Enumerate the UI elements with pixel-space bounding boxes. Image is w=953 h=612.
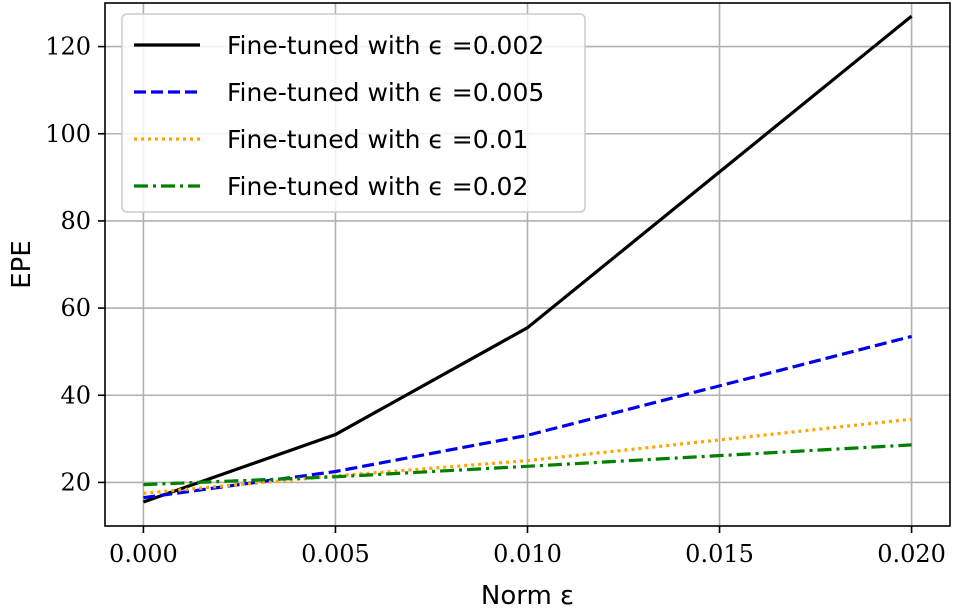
y-tick-label: 60 [60, 294, 91, 322]
y-tick-label: 100 [45, 120, 91, 148]
legend-entry-4: Fine-tuned with ϵ =0.02 [227, 172, 528, 201]
legend: Fine-tuned with ϵ =0.002 Fine-tuned with … [121, 13, 586, 213]
y-tick-label: 80 [60, 207, 91, 235]
y-tick-label: 20 [60, 468, 91, 496]
x-axis-ticks: 0.000 0.005 0.010 0.015 0.020 [109, 526, 946, 568]
x-tick-label: 0.000 [109, 540, 178, 568]
x-tick-label: 0.010 [493, 540, 562, 568]
y-axis-ticks: 20 40 60 80 100 120 [45, 33, 105, 496]
series-lines [142, 14, 913, 504]
y-tick-label: 40 [60, 381, 91, 409]
x-tick-label: 0.005 [301, 540, 370, 568]
series-line-4 [143, 443, 912, 487]
legend-box [121, 13, 586, 213]
legend-entry-1: Fine-tuned with ϵ =0.002 [227, 31, 544, 60]
y-tick-label: 120 [45, 33, 91, 61]
y-axis-label: EPE [7, 240, 37, 289]
x-tick-label: 0.015 [685, 540, 754, 568]
legend-entry-3: Fine-tuned with ϵ =0.01 [227, 125, 528, 154]
series-line-1 [142, 14, 913, 504]
x-tick-label: 0.020 [877, 540, 946, 568]
series-line-2 [143, 334, 912, 500]
x-axis-label: Norm ε [481, 581, 574, 611]
series-line-3 [143, 417, 912, 495]
legend-entry-2: Fine-tuned with ϵ =0.005 [227, 78, 544, 107]
